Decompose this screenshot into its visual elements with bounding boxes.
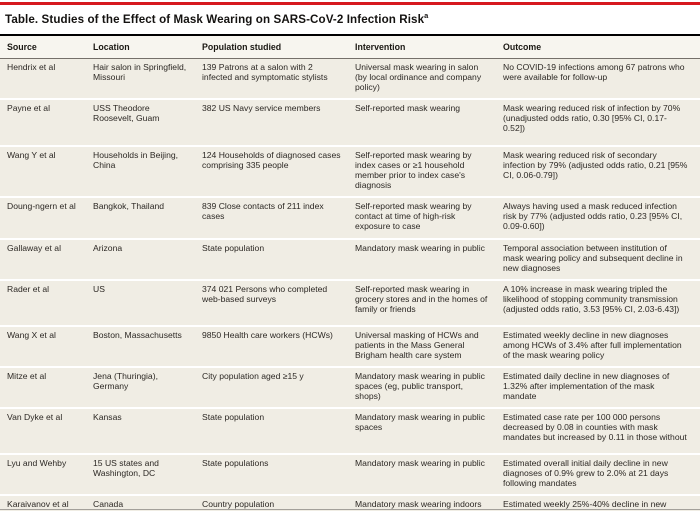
cell-location: US bbox=[93, 280, 202, 327]
cell-population: 374 021 Persons who completed web-based … bbox=[202, 280, 355, 327]
table-body: Hendrix et al Hair salon in Springfield, … bbox=[0, 58, 700, 511]
column-header: Outcome bbox=[503, 34, 700, 59]
table-row: Karaivanov et al Canada Country population… bbox=[0, 495, 700, 511]
cell-source: Lyu and Wehby bbox=[0, 454, 93, 496]
cell-location: Arizona bbox=[93, 239, 202, 281]
studies-table: Source Location Population studied Interven… bbox=[0, 34, 700, 511]
cell-population: State populations bbox=[202, 454, 355, 496]
accent-top-bar bbox=[0, 2, 700, 5]
cell-population: 124 Households of diagnosed cases compri… bbox=[202, 146, 355, 198]
cell-location: Kansas bbox=[93, 408, 202, 455]
cell-source: Payne et al bbox=[0, 99, 93, 147]
cell-intervention: Mandatory mask wearing in public spaces bbox=[355, 408, 503, 455]
cell-outcome: A 10% increase in mask wearing tripled t… bbox=[503, 280, 700, 327]
cell-source: Van Dyke et al bbox=[0, 408, 93, 455]
cell-outcome: Estimated daily decline in new diagnoses… bbox=[503, 367, 700, 409]
table-row: Gallaway et al Arizona State population Man… bbox=[0, 239, 700, 281]
table-row: Hendrix et al Hair salon in Springfield, … bbox=[0, 58, 700, 100]
table-row: Rader et al US 374 021 Persons who complet… bbox=[0, 280, 700, 327]
table-row: Mitze et al Jena (Thuringia), Germany City… bbox=[0, 367, 700, 409]
cell-source: Hendrix et al bbox=[0, 58, 93, 100]
cell-population: 839 Close contacts of 211 index cases bbox=[202, 197, 355, 240]
cell-intervention: Universal masking of HCWs and patients i… bbox=[355, 326, 503, 368]
cell-intervention: Self-reported mask wearing by contact at… bbox=[355, 197, 503, 240]
cell-population: State population bbox=[202, 239, 355, 281]
cell-outcome: No COVID-19 infections among 67 patrons … bbox=[503, 58, 700, 100]
cell-location: Canada bbox=[93, 495, 202, 511]
table-row: Lyu and Wehby 15 US states and Washington… bbox=[0, 454, 700, 496]
cell-source: Mitze et al bbox=[0, 367, 93, 409]
cell-outcome: Estimated overall initial daily decline … bbox=[503, 454, 700, 496]
cell-population: 139 Patrons at a salon with 2 infected a… bbox=[202, 58, 355, 100]
column-header: Population studied bbox=[202, 34, 355, 59]
cell-population: 9850 Health care workers (HCWs) bbox=[202, 326, 355, 368]
column-header: Location bbox=[93, 34, 202, 59]
cell-outcome: Estimated weekly decline in new diagnose… bbox=[503, 326, 700, 368]
cell-outcome: Temporal association between institution… bbox=[503, 239, 700, 281]
cell-location: 15 US states and Washington, DC bbox=[93, 454, 202, 496]
cell-intervention: Mandatory mask wearing in public bbox=[355, 454, 503, 496]
cell-location: Jena (Thuringia), Germany bbox=[93, 367, 202, 409]
cell-intervention: Mandatory mask wearing in public spaces … bbox=[355, 367, 503, 409]
cell-population: City population aged ≥15 y bbox=[202, 367, 355, 409]
cell-location: Boston, Massachusetts bbox=[93, 326, 202, 368]
cell-intervention: Self-reported mask wearing by index case… bbox=[355, 146, 503, 198]
cell-outcome: Estimated weekly 25%-40% decline in new … bbox=[503, 495, 700, 511]
cell-source: Wang Y et al bbox=[0, 146, 93, 198]
cell-location: USS Theodore Roosevelt, Guam bbox=[93, 99, 202, 147]
table-row: Van Dyke et al Kansas State population Mand… bbox=[0, 408, 700, 455]
table-row: Doung-ngern et al Bangkok, Thailand 839 Cl… bbox=[0, 197, 700, 240]
cell-source: Karaivanov et al bbox=[0, 495, 93, 511]
cell-outcome: Estimated case rate per 100 000 persons … bbox=[503, 408, 700, 455]
cell-intervention: Universal mask wearing in salon (by loca… bbox=[355, 58, 503, 100]
bottom-rule bbox=[0, 509, 700, 510]
cell-outcome: Mask wearing reduced risk of infection b… bbox=[503, 99, 700, 147]
cell-intervention: Self-reported mask wearing in grocery st… bbox=[355, 280, 503, 327]
table-title: Table. Studies of the Effect of Mask Wea… bbox=[0, 5, 700, 34]
cell-location: Bangkok, Thailand bbox=[93, 197, 202, 240]
cell-population: State population bbox=[202, 408, 355, 455]
cell-outcome: Always having used a mask reduced infect… bbox=[503, 197, 700, 240]
cell-location: Hair salon in Springfield, Missouri bbox=[93, 58, 202, 100]
table-header-row: Source Location Population studied Interven… bbox=[0, 34, 700, 59]
cell-outcome: Mask wearing reduced risk of secondary i… bbox=[503, 146, 700, 198]
cell-source: Doung-ngern et al bbox=[0, 197, 93, 240]
table-row: Payne et al USS Theodore Roosevelt, Guam 3… bbox=[0, 99, 700, 147]
cell-source: Gallaway et al bbox=[0, 239, 93, 281]
cell-population: Country population bbox=[202, 495, 355, 511]
column-header: Intervention bbox=[355, 34, 503, 59]
title-footnote-marker: a bbox=[424, 11, 429, 21]
cell-source: Wang X et al bbox=[0, 326, 93, 368]
table-row: Wang Y et al Households in Beijing, China… bbox=[0, 146, 700, 198]
cell-source: Rader et al bbox=[0, 280, 93, 327]
cell-location: Households in Beijing, China bbox=[93, 146, 202, 198]
cell-intervention: Self-reported mask wearing bbox=[355, 99, 503, 147]
cell-population: 382 US Navy service members bbox=[202, 99, 355, 147]
table-row: Wang X et al Boston, Massachusetts 9850 He… bbox=[0, 326, 700, 368]
cell-intervention: Mandatory mask wearing in public bbox=[355, 239, 503, 281]
cell-intervention: Mandatory mask wearing indoors bbox=[355, 495, 503, 511]
column-header: Source bbox=[0, 34, 93, 59]
table-title-text: Table. Studies of the Effect of Mask Wea… bbox=[5, 13, 425, 26]
